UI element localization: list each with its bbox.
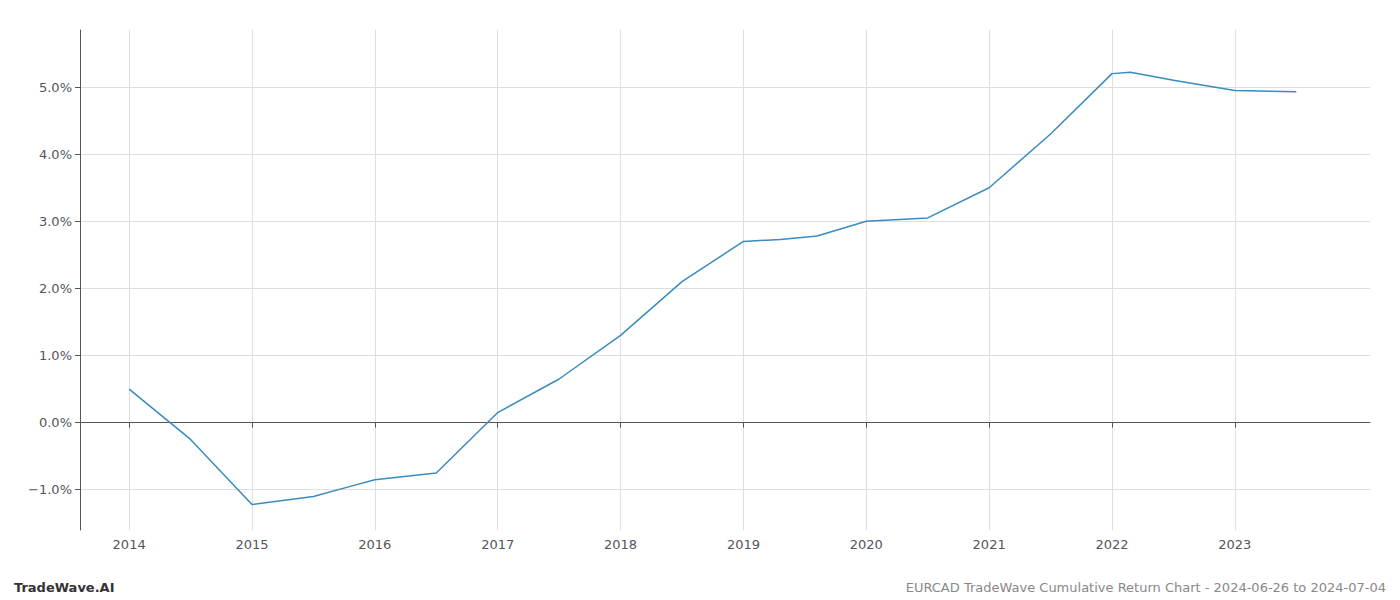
svg-text:−1.0%: −1.0% [28,482,72,497]
svg-text:2021: 2021 [973,537,1006,552]
svg-text:4.0%: 4.0% [39,147,72,162]
svg-text:2018: 2018 [604,537,637,552]
svg-text:3.0%: 3.0% [39,214,72,229]
svg-text:2.0%: 2.0% [39,281,72,296]
svg-text:2017: 2017 [481,537,514,552]
svg-text:TradeWave.AI: TradeWave.AI [14,580,115,595]
svg-text:2016: 2016 [358,537,391,552]
svg-text:2022: 2022 [1095,537,1128,552]
svg-text:2019: 2019 [727,537,760,552]
svg-text:0.0%: 0.0% [39,415,72,430]
svg-text:5.0%: 5.0% [39,80,72,95]
svg-text:2015: 2015 [235,537,268,552]
svg-text:2020: 2020 [850,537,883,552]
svg-text:2023: 2023 [1218,537,1251,552]
svg-text:1.0%: 1.0% [39,348,72,363]
svg-text:EURCAD TradeWave Cumulative Re: EURCAD TradeWave Cumulative Return Chart… [906,580,1386,595]
svg-text:2014: 2014 [113,537,146,552]
